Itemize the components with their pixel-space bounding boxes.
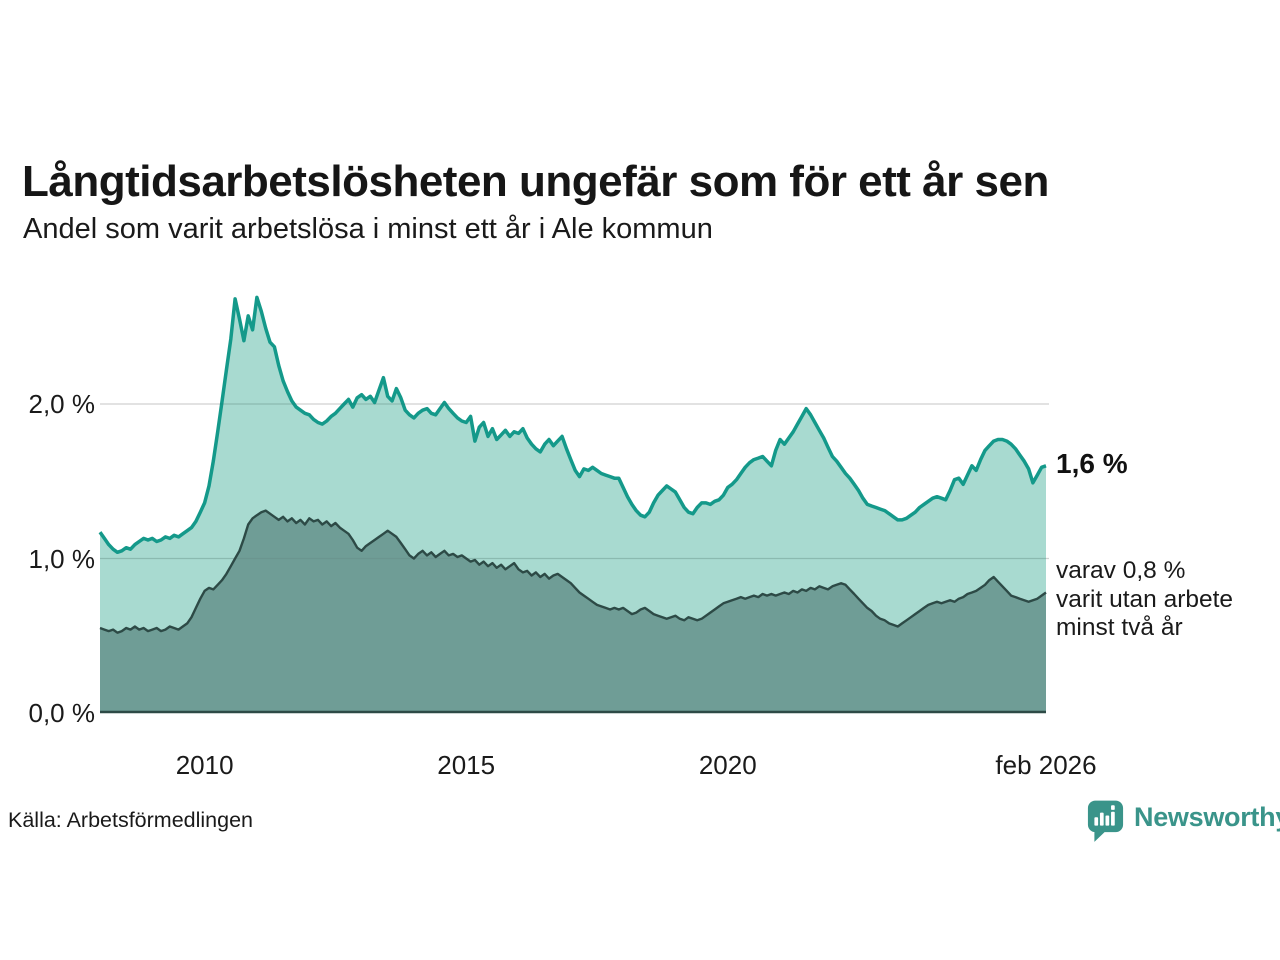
total-line <box>98 295 1047 555</box>
annotation-line: varav 0,8 % <box>1056 557 1186 584</box>
gridlines-overlay <box>100 403 1049 560</box>
two-year-end-annotation: varav 0,8 % varit utan arbete minst två … <box>1056 557 1233 643</box>
x-axis-label: 2010 <box>175 750 234 780</box>
two-year-line <box>99 509 1047 634</box>
newsworthy-logo-text: Newsworthy <box>1134 802 1280 832</box>
area-chart <box>98 295 1049 714</box>
annotation-line: minst två år <box>1056 614 1183 641</box>
chart-subtitle: Andel som varit arbetslösa i minst ett å… <box>23 213 713 245</box>
newsworthy-logo: Newsworthy <box>1087 799 1280 843</box>
x-axis-label: 2015 <box>437 750 496 780</box>
source-attribution: Källa: Arbetsförmedlingen <box>8 808 254 832</box>
y-axis-label: 1,0 % <box>28 543 96 574</box>
x-axis-label: 2020 <box>698 750 757 780</box>
y-axis-label: 0,0 % <box>28 698 96 728</box>
annotation-line: varit utan arbete <box>1056 585 1234 613</box>
total-end-value-label: 1,6 % <box>1056 448 1128 479</box>
newsworthy-logo-icon <box>1087 800 1124 842</box>
chart-title: Långtidsarbetslösheten ungefär som för e… <box>22 157 1049 207</box>
y-axis-label: 2,0 % <box>28 389 96 419</box>
two-year-area-fill <box>100 510 1046 713</box>
x-axis-label: feb 2026 <box>995 750 1097 780</box>
